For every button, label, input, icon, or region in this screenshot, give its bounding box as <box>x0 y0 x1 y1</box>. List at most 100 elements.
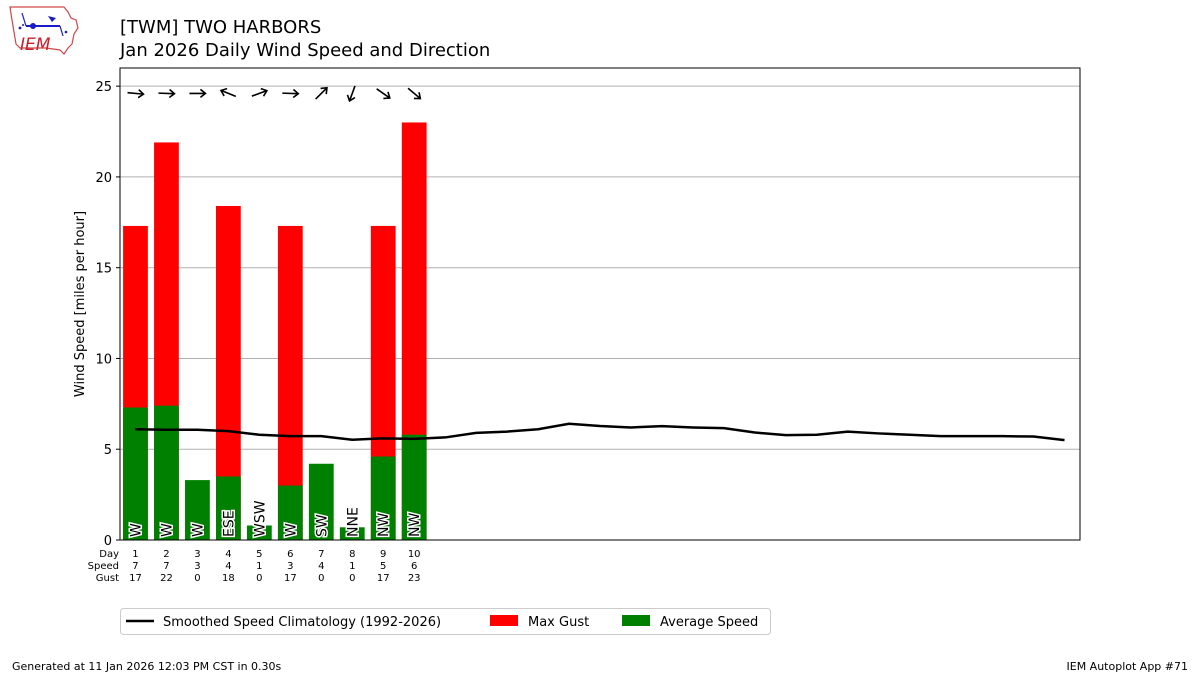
logo-text: IEM <box>20 35 51 55</box>
direction-arrows <box>127 85 422 103</box>
legend-gust-label: Max Gust <box>528 615 589 630</box>
speed-bar <box>370 456 396 540</box>
table-cell: 0 <box>349 573 355 584</box>
table-cell: 1 <box>132 549 138 560</box>
wind-arrow-shaft <box>220 89 237 98</box>
wind-arrow-shaft <box>158 92 175 95</box>
wind-arrow <box>158 88 176 99</box>
speed-bar <box>246 525 272 540</box>
speed-bar <box>154 405 179 540</box>
climatology-line <box>135 422 1065 442</box>
table-cell: 0 <box>194 573 200 584</box>
legend-speed-swatch <box>622 615 650 626</box>
y-tick-label: 10 <box>95 352 112 367</box>
table-cell: 4 <box>225 549 231 560</box>
wind-arrow <box>251 87 269 97</box>
table-cell: 22 <box>160 573 173 584</box>
generated-note: Generated at 11 Jan 2026 12:03 PM CST in… <box>12 660 282 673</box>
table-row-label: Speed <box>88 561 119 572</box>
wind-arrow-head <box>292 88 300 99</box>
speed-bar <box>185 480 210 540</box>
y-tick-label: 20 <box>95 171 112 186</box>
direction-label: NW <box>407 513 423 537</box>
direction-label: NW <box>376 513 392 537</box>
direction-label: SW <box>314 514 330 537</box>
direction-label: W <box>128 523 144 537</box>
y-axis-label: Wind Speed [miles per hour] <box>73 211 88 397</box>
wind-arrow-shaft <box>127 91 144 95</box>
wind-arrow-shaft <box>315 87 328 100</box>
legend-climatology-label: Smoothed Speed Climatology (1992-2026) <box>163 615 441 630</box>
legend-box <box>120 608 771 635</box>
wind-arrow-head <box>383 91 391 100</box>
wind-arrow-head <box>137 89 145 99</box>
wind-arrow <box>407 87 422 100</box>
iowa-map-icon: IEM <box>9 6 79 55</box>
table-cell: 7 <box>163 561 169 572</box>
direction-labels: W W W ESE WSW W SW NNE NW NW <box>127 499 425 539</box>
table-cell: 4 <box>318 561 324 572</box>
table-row-label: Gust <box>96 573 119 584</box>
y-axis: 0 5 10 15 20 25 <box>95 80 120 549</box>
wind-arrow <box>315 86 328 100</box>
wind-arrow-head <box>219 87 228 97</box>
wind-arrow-head <box>199 88 207 99</box>
speed-bar <box>277 485 303 540</box>
table-cell: 18 <box>222 573 235 584</box>
table-cell: 3 <box>194 549 200 560</box>
wind-arrow-shaft <box>251 89 268 97</box>
wind-arrow-shaft <box>407 87 421 100</box>
wind-arrow <box>219 87 237 98</box>
table-cell: 6 <box>411 561 417 572</box>
iem-logo: IEM <box>6 4 82 62</box>
wind-arrow-shaft <box>282 92 299 95</box>
wind-arrow <box>282 88 300 99</box>
wind-arrow-head <box>413 92 422 100</box>
table-cell: 23 <box>408 573 421 584</box>
table-cell: 0 <box>256 573 262 584</box>
legend-speed-label: Average Speed <box>660 615 758 630</box>
table-cell: 1 <box>349 561 355 572</box>
y-tick-label: 25 <box>95 80 112 95</box>
table-cell: 7 <box>132 561 138 572</box>
wind-arrow-shaft <box>348 85 356 102</box>
chart-subtitle: Jan 2026 Daily Wind Speed and Direction <box>120 40 491 61</box>
speed-bar <box>123 407 148 540</box>
table-cell: 5 <box>380 561 386 572</box>
direction-label: W <box>190 523 206 537</box>
grid-lines <box>120 85 1080 450</box>
table-cell: 10 <box>408 549 421 560</box>
table-cell: 0 <box>318 573 324 584</box>
speed-bar <box>216 476 241 540</box>
chart-title: [TWM] TWO HARBORS <box>120 17 322 38</box>
speed-bar <box>401 434 427 540</box>
table-cell: 3 <box>194 561 200 572</box>
table-cell: 9 <box>380 549 386 560</box>
table-cell: 1 <box>256 561 262 572</box>
y-tick-label: 5 <box>104 443 112 458</box>
bars <box>123 122 427 540</box>
wind-arrow <box>346 85 356 103</box>
wind-arrow-head <box>168 88 176 99</box>
table-cell: 3 <box>287 561 293 572</box>
table-cell: 17 <box>284 573 297 584</box>
wind-arrow-head <box>260 87 269 97</box>
wind-arrow <box>189 88 207 99</box>
direction-label: ESE <box>221 510 237 537</box>
table-cell: 17 <box>129 573 142 584</box>
plot-frame <box>119 67 1081 541</box>
climatology-line-group <box>135 422 1065 442</box>
y-tick-label: 0 <box>104 534 112 549</box>
speed-bar <box>308 463 334 540</box>
y-tick-label: 15 <box>95 262 112 277</box>
speed-bar <box>339 527 365 540</box>
table-cell: 17 <box>377 573 390 584</box>
wind-arrow <box>376 88 391 100</box>
legend-gust-swatch <box>490 615 518 626</box>
table-row-label: Day <box>99 549 119 560</box>
direction-label: NNE <box>345 507 361 537</box>
table-cell: 4 <box>225 561 231 572</box>
direction-label: WSW <box>252 500 268 537</box>
